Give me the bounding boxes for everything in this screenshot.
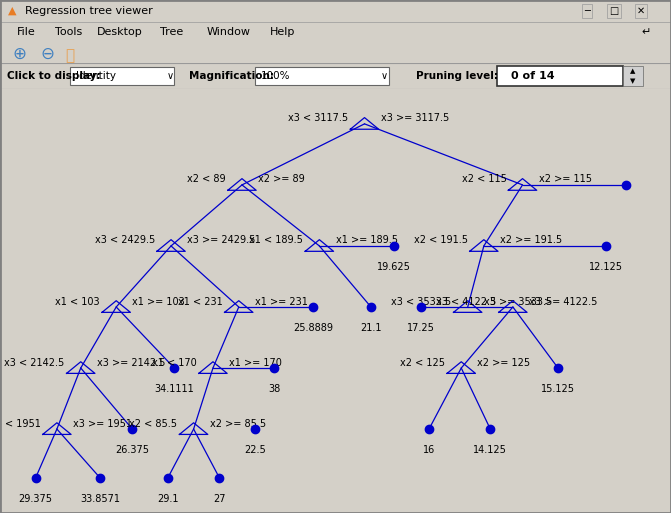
Text: 22.5: 22.5 [244,445,266,456]
Text: Help: Help [270,27,295,37]
Text: x3 >= 1951: x3 >= 1951 [73,419,132,428]
Text: Tree: Tree [160,27,183,37]
Text: x3 >= 2142.5: x3 >= 2142.5 [97,358,165,368]
Text: x2 < 85.5: x2 < 85.5 [130,419,178,428]
Text: x3 < 2142.5: x3 < 2142.5 [5,358,64,368]
Text: 21.1: 21.1 [360,323,382,333]
Text: ∨: ∨ [167,71,174,81]
Bar [255,67,389,85]
Text: x3 < 4122.5: x3 < 4122.5 [436,297,497,307]
Text: 29.375: 29.375 [19,494,52,504]
Text: x2 >= 89: x2 >= 89 [258,174,305,185]
Text: x3 < 3533.5: x3 < 3533.5 [391,297,452,307]
Text: 19.625: 19.625 [376,262,411,272]
Text: Identity: Identity [76,71,116,81]
Text: Pruning level:: Pruning level: [416,71,498,81]
Text: x1 < 189.5: x1 < 189.5 [250,235,303,246]
Text: ─: ─ [584,6,590,16]
Text: □: □ [609,6,619,16]
Text: Tools: Tools [55,27,83,37]
Text: x3 >= 3117.5: x3 >= 3117.5 [380,113,449,124]
Bar [497,66,623,86]
Text: x3 >= 3533.5: x3 >= 3533.5 [484,297,552,307]
Bar [70,67,174,85]
Text: x2 >= 125: x2 >= 125 [477,358,531,368]
Text: ∨: ∨ [380,71,387,81]
Text: 14.125: 14.125 [473,445,507,456]
Text: 0 of 14: 0 of 14 [511,71,555,81]
Text: 15.125: 15.125 [541,384,575,394]
Text: ▲: ▲ [8,6,17,16]
Bar [623,66,643,86]
Text: 27: 27 [213,494,225,504]
Text: Window: Window [207,27,251,37]
Text: 34.1111: 34.1111 [154,384,194,394]
Text: File: File [17,27,36,37]
Text: ⊖: ⊖ [40,45,54,63]
Text: x2 < 89: x2 < 89 [187,174,226,185]
Text: ✕: ✕ [637,6,645,16]
Text: 17.25: 17.25 [407,323,435,333]
Text: Magnification:: Magnification: [189,71,274,81]
Text: x3 >= 2429.5: x3 >= 2429.5 [187,235,256,246]
Text: x3 < 2429.5: x3 < 2429.5 [95,235,155,246]
Text: x1 < 231: x1 < 231 [178,297,223,307]
Text: 25.8889: 25.8889 [293,323,333,333]
Text: ▲: ▲ [630,68,635,74]
Text: Click to display:: Click to display: [7,71,101,81]
Text: x2 >= 85.5: x2 >= 85.5 [210,419,266,428]
Text: 29.1: 29.1 [157,494,178,504]
Text: x1 < 103: x1 < 103 [56,297,100,307]
Text: x2 < 125: x2 < 125 [400,358,445,368]
Text: 26.375: 26.375 [115,445,150,456]
Text: 38: 38 [268,384,280,394]
Text: 33.8571: 33.8571 [80,494,120,504]
Text: x1 < 170: x1 < 170 [152,358,197,368]
Text: x3 < 3117.5: x3 < 3117.5 [289,113,348,124]
Text: Desktop: Desktop [97,27,143,37]
Text: x2 >= 191.5: x2 >= 191.5 [500,235,562,246]
Text: x1 >= 189.5: x1 >= 189.5 [336,235,397,246]
Text: x1 >= 170: x1 >= 170 [229,358,282,368]
Text: 16: 16 [423,445,435,456]
Text: x3 >= 4122.5: x3 >= 4122.5 [529,297,597,307]
Text: x1 >= 231: x1 >= 231 [255,297,308,307]
Text: ▼: ▼ [630,78,635,84]
Text: 100%: 100% [260,71,290,81]
Text: x1 >= 103: x1 >= 103 [132,297,185,307]
Text: ⊕: ⊕ [12,45,26,63]
Text: x2 < 115: x2 < 115 [462,174,507,185]
Text: x3 < 1951: x3 < 1951 [0,419,41,428]
Text: 12.125: 12.125 [589,262,623,272]
Text: Regression tree viewer: Regression tree viewer [25,6,153,16]
Text: x2 >= 115: x2 >= 115 [539,174,592,185]
Text: ✋: ✋ [65,48,74,63]
Text: ↵: ↵ [641,27,651,37]
Text: x2 < 191.5: x2 < 191.5 [414,235,468,246]
